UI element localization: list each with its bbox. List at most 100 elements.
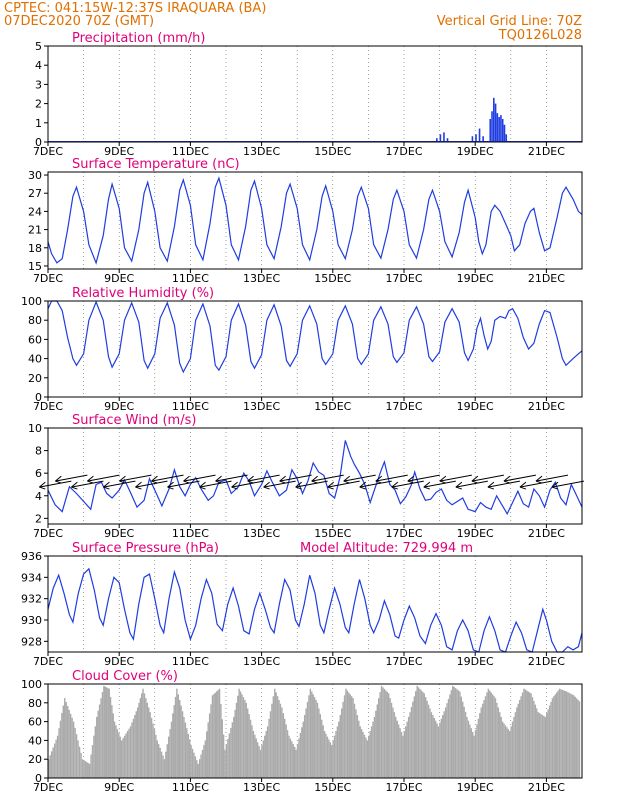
wind-arrow <box>247 474 280 484</box>
cloud-bar <box>210 704 212 778</box>
cloud-bar <box>88 763 91 778</box>
cloud-bar <box>503 723 505 778</box>
cloud-bar <box>563 690 565 778</box>
cloud-bar <box>483 699 485 778</box>
wind-arrow <box>375 474 408 484</box>
cloud-bar <box>399 728 401 778</box>
x-tick-label: 17DEC <box>385 400 422 413</box>
cloud-bar <box>83 760 85 778</box>
cloud-bar <box>376 704 378 778</box>
cloud-bar <box>491 694 494 778</box>
cloud-bar <box>497 707 500 778</box>
cloud-bar <box>193 752 195 778</box>
y-tick-label: 24 <box>28 205 42 218</box>
y-tick-label: 18 <box>28 242 42 255</box>
cloud-bar <box>119 736 121 778</box>
wind-arrow <box>311 474 344 484</box>
x-tick-label: 17DEC <box>385 527 422 540</box>
cloud-bar <box>71 717 73 778</box>
cloud-bar <box>275 692 277 778</box>
cloud-bar <box>494 698 497 778</box>
y-tick-label: 928 <box>21 635 42 648</box>
cloud-bar <box>200 754 202 778</box>
precip-bar <box>436 138 438 142</box>
cloud-bar <box>56 735 59 778</box>
panel-title-cloud: Cloud Cover (%) <box>72 669 178 684</box>
cloud-bar <box>393 712 396 778</box>
wind-arrow <box>231 480 264 490</box>
cloud-bar <box>444 707 447 778</box>
panel-frame <box>47 171 583 270</box>
precip-bar <box>446 138 449 142</box>
cloud-bar <box>389 698 391 778</box>
cloud-bar <box>511 721 514 778</box>
cloud-bar <box>456 689 458 778</box>
cloud-bar <box>309 688 312 778</box>
header-model-id: TQ0126L028 <box>498 28 582 43</box>
cloud-bar <box>318 708 320 778</box>
cloud-bar <box>264 735 266 778</box>
cloud-bar <box>541 715 544 778</box>
cloud-bar <box>474 730 477 778</box>
cloud-bar <box>405 726 407 778</box>
cloud-bar <box>339 715 341 778</box>
cloud-bar <box>268 718 270 778</box>
cloud-bar <box>148 707 150 778</box>
cloud-bar <box>191 748 194 778</box>
cloud-bar <box>467 720 470 778</box>
cloud-bar <box>379 692 381 778</box>
cloud-bar <box>225 744 228 778</box>
cloud-bar <box>409 712 411 778</box>
cloud-bar <box>528 692 531 778</box>
cloud-bar <box>170 721 173 778</box>
cloud-bar <box>345 688 347 778</box>
y-tick-label: 4 <box>35 59 42 72</box>
precip-bar <box>478 128 481 142</box>
cloud-bar <box>548 705 551 778</box>
cloud-bar <box>184 722 187 778</box>
y-tick-label: 932 <box>21 593 42 606</box>
cloud-bar <box>440 718 443 778</box>
panel-frame <box>47 683 583 779</box>
cloud-bar <box>373 716 376 778</box>
wind-arrow <box>103 480 136 490</box>
cloud-bar <box>134 715 136 778</box>
cloud-bar <box>407 716 410 778</box>
cloud-bar <box>224 749 226 778</box>
cloud-bar <box>417 687 420 778</box>
x-tick-label: 7DEC <box>33 781 63 794</box>
cloud-bar <box>540 714 542 778</box>
cloud-bar <box>486 692 488 778</box>
cloud-bar <box>120 740 123 778</box>
cloud-bar <box>177 694 179 778</box>
cloud-bar <box>252 731 255 778</box>
cloud-bar <box>90 754 92 778</box>
x-tick-label: 19DEC <box>457 655 494 668</box>
cloud-bar <box>490 692 492 778</box>
cloud-bar <box>69 713 72 778</box>
cloud-bar <box>123 735 126 778</box>
y-tick-label: 4 <box>35 490 42 503</box>
cloud-bar <box>471 731 474 778</box>
cloud-bar <box>554 694 556 778</box>
cloud-bar <box>188 739 191 778</box>
cloud-bar <box>353 703 356 778</box>
y-tick-label: 1 <box>35 117 42 130</box>
cloud-bar <box>537 712 539 778</box>
x-tick-label: 9DEC <box>104 400 134 413</box>
cloud-bar <box>395 716 397 778</box>
panel-title-pressure: Surface Pressure (hPa) <box>72 541 219 556</box>
cloud-bar <box>350 696 353 778</box>
cloud-bar <box>271 703 273 778</box>
wind-arrow <box>87 474 120 484</box>
cloud-bar <box>166 744 168 778</box>
cloud-bar <box>152 723 154 778</box>
cloud-bar <box>125 733 127 778</box>
pressure-line <box>47 567 583 653</box>
cloud-bar <box>577 699 579 778</box>
x-tick-label: 7DEC <box>33 655 63 668</box>
panel-title-rh: Relative Humidity (%) <box>72 286 214 301</box>
cloud-bar <box>513 716 515 778</box>
cloud-bar <box>66 705 69 778</box>
cloud-bar <box>369 731 371 778</box>
